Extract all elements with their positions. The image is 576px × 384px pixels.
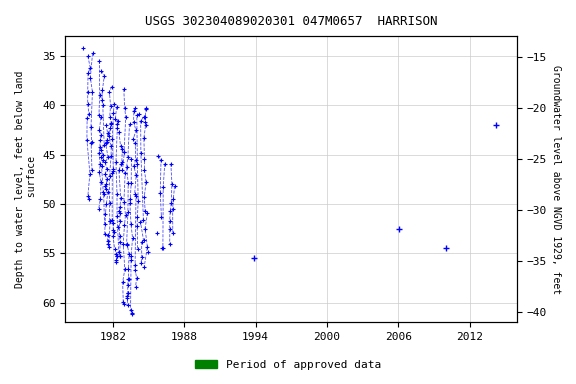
Y-axis label: Depth to water level, feet below land
 surface: Depth to water level, feet below land su…: [15, 71, 37, 288]
Bar: [396, 323, 401, 331]
Bar: [83, 323, 92, 331]
Bar: [95, 323, 179, 331]
Bar: [444, 323, 448, 331]
Y-axis label: Groundwater level above NGVD 1929, feet: Groundwater level above NGVD 1929, feet: [551, 65, 561, 294]
Title: USGS 302304089020301 047M0657  HARRISON: USGS 302304089020301 047M0657 HARRISON: [145, 15, 438, 28]
Legend: Period of approved data: Period of approved data: [191, 356, 385, 375]
Bar: [491, 323, 496, 331]
Bar: [253, 323, 258, 331]
